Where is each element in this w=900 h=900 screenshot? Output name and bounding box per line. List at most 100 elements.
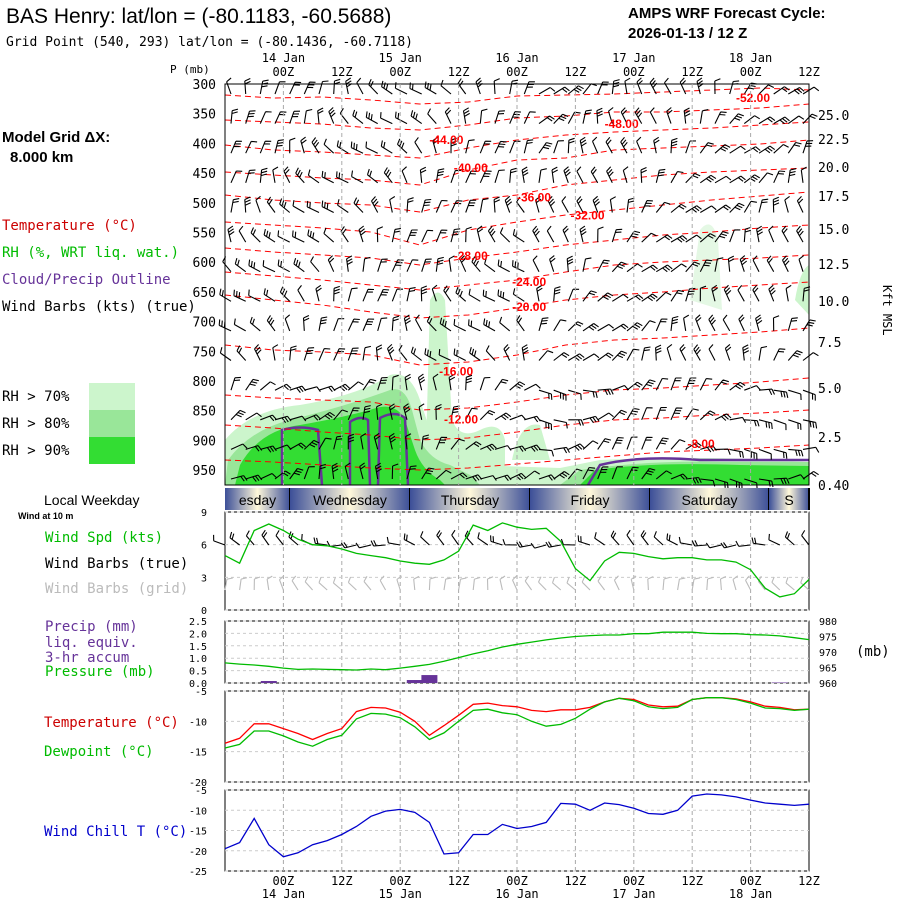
height-tick-label: 2.5 bbox=[818, 431, 841, 446]
wind-barb bbox=[773, 477, 790, 485]
wind-barb bbox=[788, 419, 802, 430]
temperature-label: Temperature (°C) bbox=[44, 715, 179, 731]
weekday-title: Local Weekday bbox=[44, 492, 139, 508]
wind-barb bbox=[683, 107, 691, 124]
grid-wind-barb bbox=[597, 575, 606, 591]
wind-barb bbox=[714, 257, 724, 272]
wind-barb bbox=[406, 287, 416, 302]
wind-barb bbox=[802, 352, 819, 361]
wind-barb bbox=[230, 475, 248, 482]
wind-barb bbox=[611, 261, 627, 273]
wind-barb bbox=[597, 352, 614, 361]
grid-wind-barb bbox=[785, 577, 795, 591]
grid-wind-barb bbox=[613, 575, 620, 591]
wind-barb bbox=[362, 405, 371, 420]
bottom-date-label: 15 Jan bbox=[379, 887, 422, 900]
wind-barb bbox=[479, 376, 491, 391]
wind-barb bbox=[755, 314, 763, 332]
y-tick-label: -10 bbox=[189, 806, 207, 817]
wind-barb bbox=[729, 448, 744, 458]
wind-barb bbox=[553, 286, 561, 302]
wind-barb bbox=[699, 174, 717, 184]
wind-barb bbox=[670, 171, 684, 184]
right-tick-label: 970 bbox=[819, 648, 837, 659]
wind-barb bbox=[503, 344, 511, 361]
wind-barb bbox=[620, 136, 628, 154]
wind-barb bbox=[318, 411, 336, 421]
wind-barb bbox=[626, 294, 644, 302]
wind-barb bbox=[421, 198, 432, 213]
weekday-cell bbox=[769, 488, 809, 510]
wind-barb bbox=[274, 415, 292, 424]
wind-barb bbox=[538, 317, 549, 332]
wind-barb bbox=[509, 111, 521, 124]
bottom-hour-label: 00Z bbox=[623, 874, 645, 888]
wind-barb bbox=[597, 292, 614, 302]
wind-barb bbox=[538, 115, 555, 125]
wind-barb bbox=[523, 81, 535, 95]
wind-barb bbox=[612, 323, 629, 332]
wind-barb bbox=[521, 344, 529, 361]
wind-barb bbox=[307, 229, 320, 243]
wind-barb bbox=[685, 234, 702, 243]
pressure-line bbox=[224, 631, 810, 671]
wind-barb bbox=[493, 196, 501, 213]
surface-wind-barb bbox=[560, 538, 576, 546]
wind-barb bbox=[353, 197, 364, 213]
wind-barb bbox=[729, 145, 746, 154]
wind-barb bbox=[391, 374, 399, 391]
wind-barb bbox=[468, 319, 481, 332]
grid-wind-barb bbox=[396, 575, 402, 591]
pressure-axis-title: P (mb) bbox=[170, 63, 210, 76]
bottom-date-label: 17 Jan bbox=[612, 887, 655, 900]
wind-barb bbox=[666, 107, 673, 124]
wind-barb bbox=[626, 230, 641, 243]
grid-wind-barb bbox=[413, 575, 420, 591]
wind-barb bbox=[420, 285, 428, 302]
wind-barb bbox=[611, 79, 620, 95]
wind-barb bbox=[737, 285, 745, 302]
surface-wind-barb bbox=[720, 542, 737, 549]
wind-barb bbox=[377, 376, 388, 391]
wind-barb bbox=[358, 225, 366, 243]
surface-wind-barb bbox=[784, 531, 795, 546]
wind-barb bbox=[227, 225, 235, 243]
wind-barb bbox=[597, 466, 609, 480]
wind-barb bbox=[714, 175, 732, 184]
grid-wind-barb bbox=[511, 575, 518, 591]
bottom-hour-label: 12Z bbox=[331, 874, 353, 888]
precip-liq-label: liq. equiv. bbox=[45, 635, 138, 651]
wind-barb bbox=[685, 377, 697, 391]
wind-barb bbox=[641, 467, 656, 480]
wind-barb bbox=[406, 465, 417, 480]
wind-barb bbox=[567, 321, 584, 332]
wind-barb bbox=[596, 107, 603, 124]
wind-barb bbox=[727, 255, 735, 272]
wind-barb bbox=[394, 82, 408, 95]
wind-barb bbox=[597, 388, 614, 396]
precip-bar bbox=[260, 681, 277, 683]
wind-barb bbox=[567, 288, 580, 302]
weekday-cell bbox=[225, 488, 290, 510]
wind-barb bbox=[245, 412, 262, 421]
wind-barb bbox=[714, 379, 729, 391]
y-tick-label: -10 bbox=[189, 717, 207, 728]
wind-barb bbox=[626, 263, 643, 273]
wind-barb bbox=[230, 108, 239, 124]
wind-barb bbox=[450, 438, 465, 450]
wind-barb bbox=[303, 347, 315, 361]
wind-barb bbox=[591, 136, 599, 154]
bottom-hour-label: 12Z bbox=[565, 874, 587, 888]
wind-barb bbox=[768, 284, 776, 302]
wind-barb bbox=[350, 141, 364, 154]
wind-barb bbox=[579, 136, 587, 154]
wind-barb bbox=[699, 378, 713, 391]
wind-barb bbox=[582, 353, 600, 361]
top-hour-label: 12Z bbox=[331, 65, 353, 79]
wind-barb bbox=[796, 196, 804, 213]
wind-barb bbox=[323, 138, 335, 154]
wind-barb bbox=[289, 110, 301, 124]
wind-barb bbox=[303, 108, 313, 124]
wind-barb bbox=[347, 433, 355, 450]
y-tick-label: 0 bbox=[201, 606, 207, 617]
